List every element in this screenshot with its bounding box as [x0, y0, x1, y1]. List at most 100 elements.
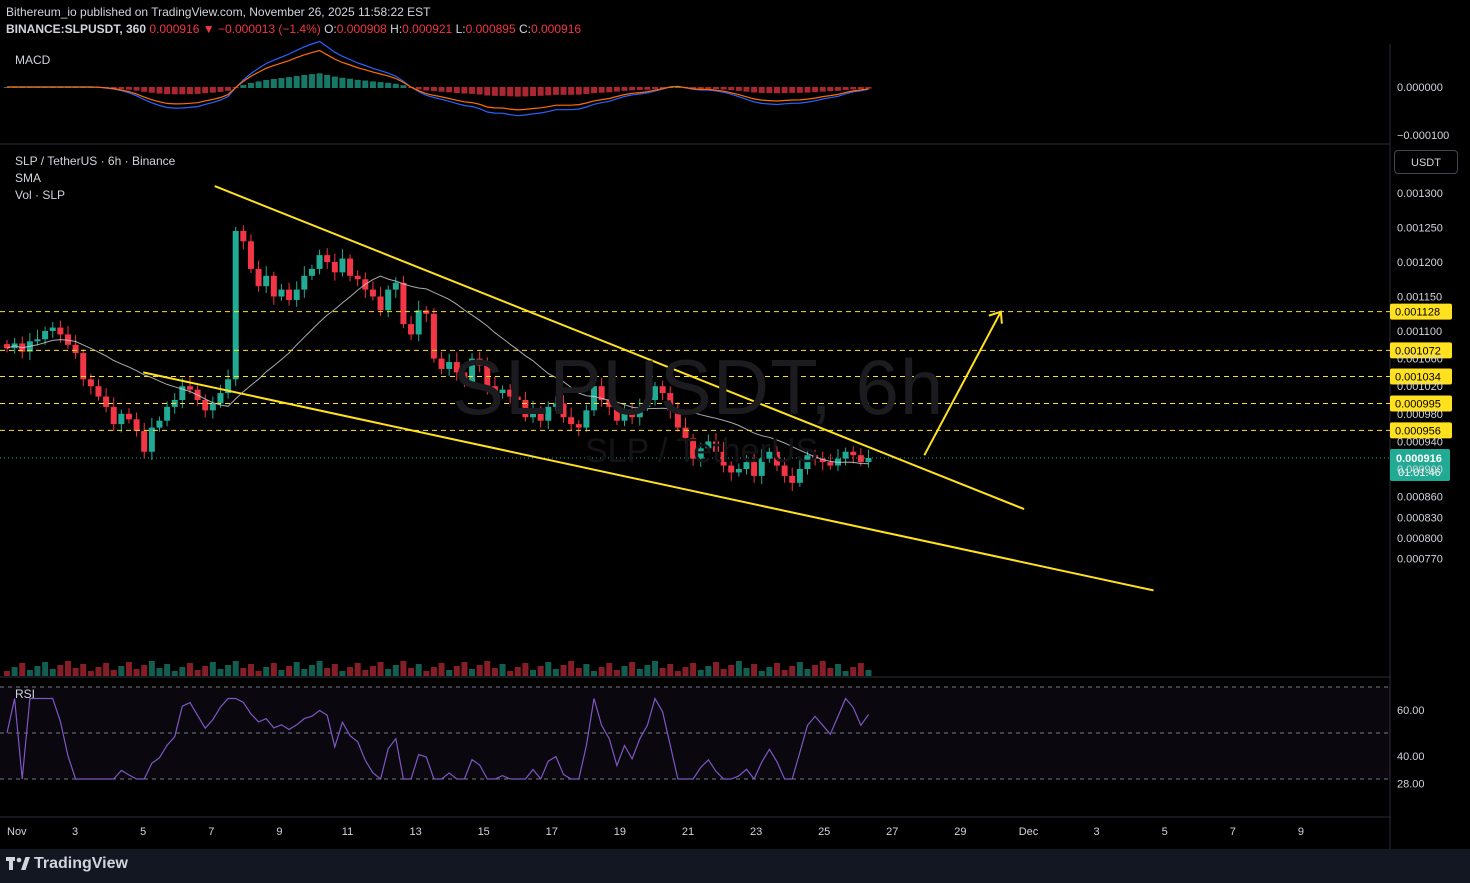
candle-body: [705, 441, 712, 449]
candle-body: [796, 469, 803, 483]
candle-body: [202, 400, 209, 411]
volume-bar: [560, 665, 567, 676]
candle-body: [644, 400, 651, 407]
candle-body: [667, 393, 674, 411]
volume-bar: [34, 666, 41, 676]
volume-bar: [148, 661, 155, 676]
macd-histogram-bar: [857, 87, 864, 90]
volume-bar: [773, 663, 780, 676]
candle-body: [141, 431, 148, 452]
sma-legend[interactable]: SMA: [15, 171, 42, 185]
candle-body: [179, 386, 186, 400]
volume-bar: [11, 667, 18, 676]
time-tick-label: 17: [546, 826, 558, 838]
candle-body: [4, 344, 10, 349]
candle-body: [537, 410, 544, 421]
time-tick-label: 9: [1298, 826, 1304, 838]
volume-bar: [423, 671, 430, 676]
level-label-box: [1390, 395, 1452, 412]
macd-tick-label: −0.000100: [1397, 130, 1449, 142]
level-layer: 0.001128 0.001072 0.001034 0.000995 0.000956…: [0, 303, 1452, 481]
volume-bar: [186, 663, 193, 676]
macd-pane-label[interactable]: MACD: [15, 53, 51, 67]
volume-bar: [537, 666, 544, 676]
candle-body: [446, 362, 453, 369]
volume-bar: [652, 661, 659, 676]
chart-canvas[interactable]: 0.001128 0.001072 0.001034 0.000995 0.000956…: [0, 0, 1470, 849]
volume-bar: [499, 664, 506, 676]
price-tick-label: 0.000860: [1397, 492, 1443, 504]
macd-histogram-bar: [591, 87, 598, 94]
volume-bar: [446, 670, 453, 676]
macd-histogram-bar: [834, 87, 841, 91]
price-pane-title[interactable]: SLP / TetherUS · 6h · Binance: [15, 154, 176, 168]
volume-bar: [194, 670, 201, 676]
volume-bar: [598, 667, 605, 676]
price-tick-label: 0.000980: [1397, 409, 1443, 421]
macd-histogram-bar: [263, 79, 270, 88]
volume-bar: [377, 662, 384, 676]
volume-bar: [240, 668, 247, 676]
macd-histogram-bar: [438, 87, 445, 92]
macd-histogram-bar: [171, 87, 178, 95]
volume-bar: [781, 670, 788, 676]
candle-body: [316, 255, 323, 269]
candle-body: [453, 362, 460, 373]
volume-bar: [796, 662, 803, 676]
volume-bar: [827, 668, 834, 676]
candle-body: [697, 448, 704, 459]
volume-bar: [26, 670, 33, 676]
volume-bar: [453, 666, 460, 676]
macd-histogram-bar: [377, 82, 384, 88]
volume-bar: [575, 668, 582, 676]
time-tick-label: 3: [72, 826, 78, 838]
candle-body: [606, 400, 613, 407]
candle-body: [758, 458, 765, 476]
price-tick-label: 0.001100: [1397, 326, 1442, 338]
candle-body: [629, 410, 636, 418]
candle-body: [232, 230, 239, 380]
candle-body: [598, 386, 605, 400]
volume-bar: [270, 663, 277, 676]
volume-bar: [308, 665, 315, 676]
volume-bar: [461, 662, 468, 676]
candle-body: [415, 310, 422, 335]
volume-bar: [545, 662, 552, 676]
macd-histogram-bar: [789, 87, 796, 93]
macd-histogram-bar: [141, 87, 148, 92]
macd-histogram-bar: [400, 85, 407, 88]
candle-body: [552, 403, 559, 407]
macd-histogram-bar: [766, 87, 773, 94]
volume-bar: [812, 665, 819, 676]
volume-bar: [834, 664, 841, 676]
volume-bar: [865, 670, 872, 676]
time-tick-label: 9: [276, 826, 282, 838]
macd-histogram-bar: [796, 87, 803, 93]
last-price-text: 0.000916: [1396, 453, 1442, 465]
volume-bar: [644, 665, 651, 676]
volume-bar: [583, 664, 590, 676]
candle-body: [842, 451, 849, 459]
candle-body: [255, 268, 262, 287]
candle-body: [728, 465, 735, 473]
candle-body: [575, 424, 582, 428]
macd-histogram-bar: [690, 87, 697, 89]
macd-histogram-bar: [621, 87, 628, 91]
candle-body: [186, 386, 193, 390]
candle-body: [64, 334, 71, 345]
macd-histogram-bar: [812, 87, 819, 93]
candle-body: [804, 455, 811, 469]
currency-button[interactable]: USDT: [1394, 150, 1458, 174]
candle-body: [247, 241, 254, 269]
volume-bar: [354, 663, 361, 676]
volume-bar: [4, 671, 10, 676]
volume-bar: [507, 671, 514, 676]
macd-histogram-bar: [659, 87, 666, 89]
tradingview-logo[interactable]: TradingView: [6, 855, 128, 873]
macd-histogram-bar: [217, 87, 224, 92]
volume-bar: [712, 662, 719, 676]
volume-bar: [789, 666, 796, 676]
candle-body: [545, 406, 552, 421]
rsi-pane-label[interactable]: RSI: [15, 687, 36, 701]
volume-legend[interactable]: Vol · SLP: [15, 188, 66, 202]
